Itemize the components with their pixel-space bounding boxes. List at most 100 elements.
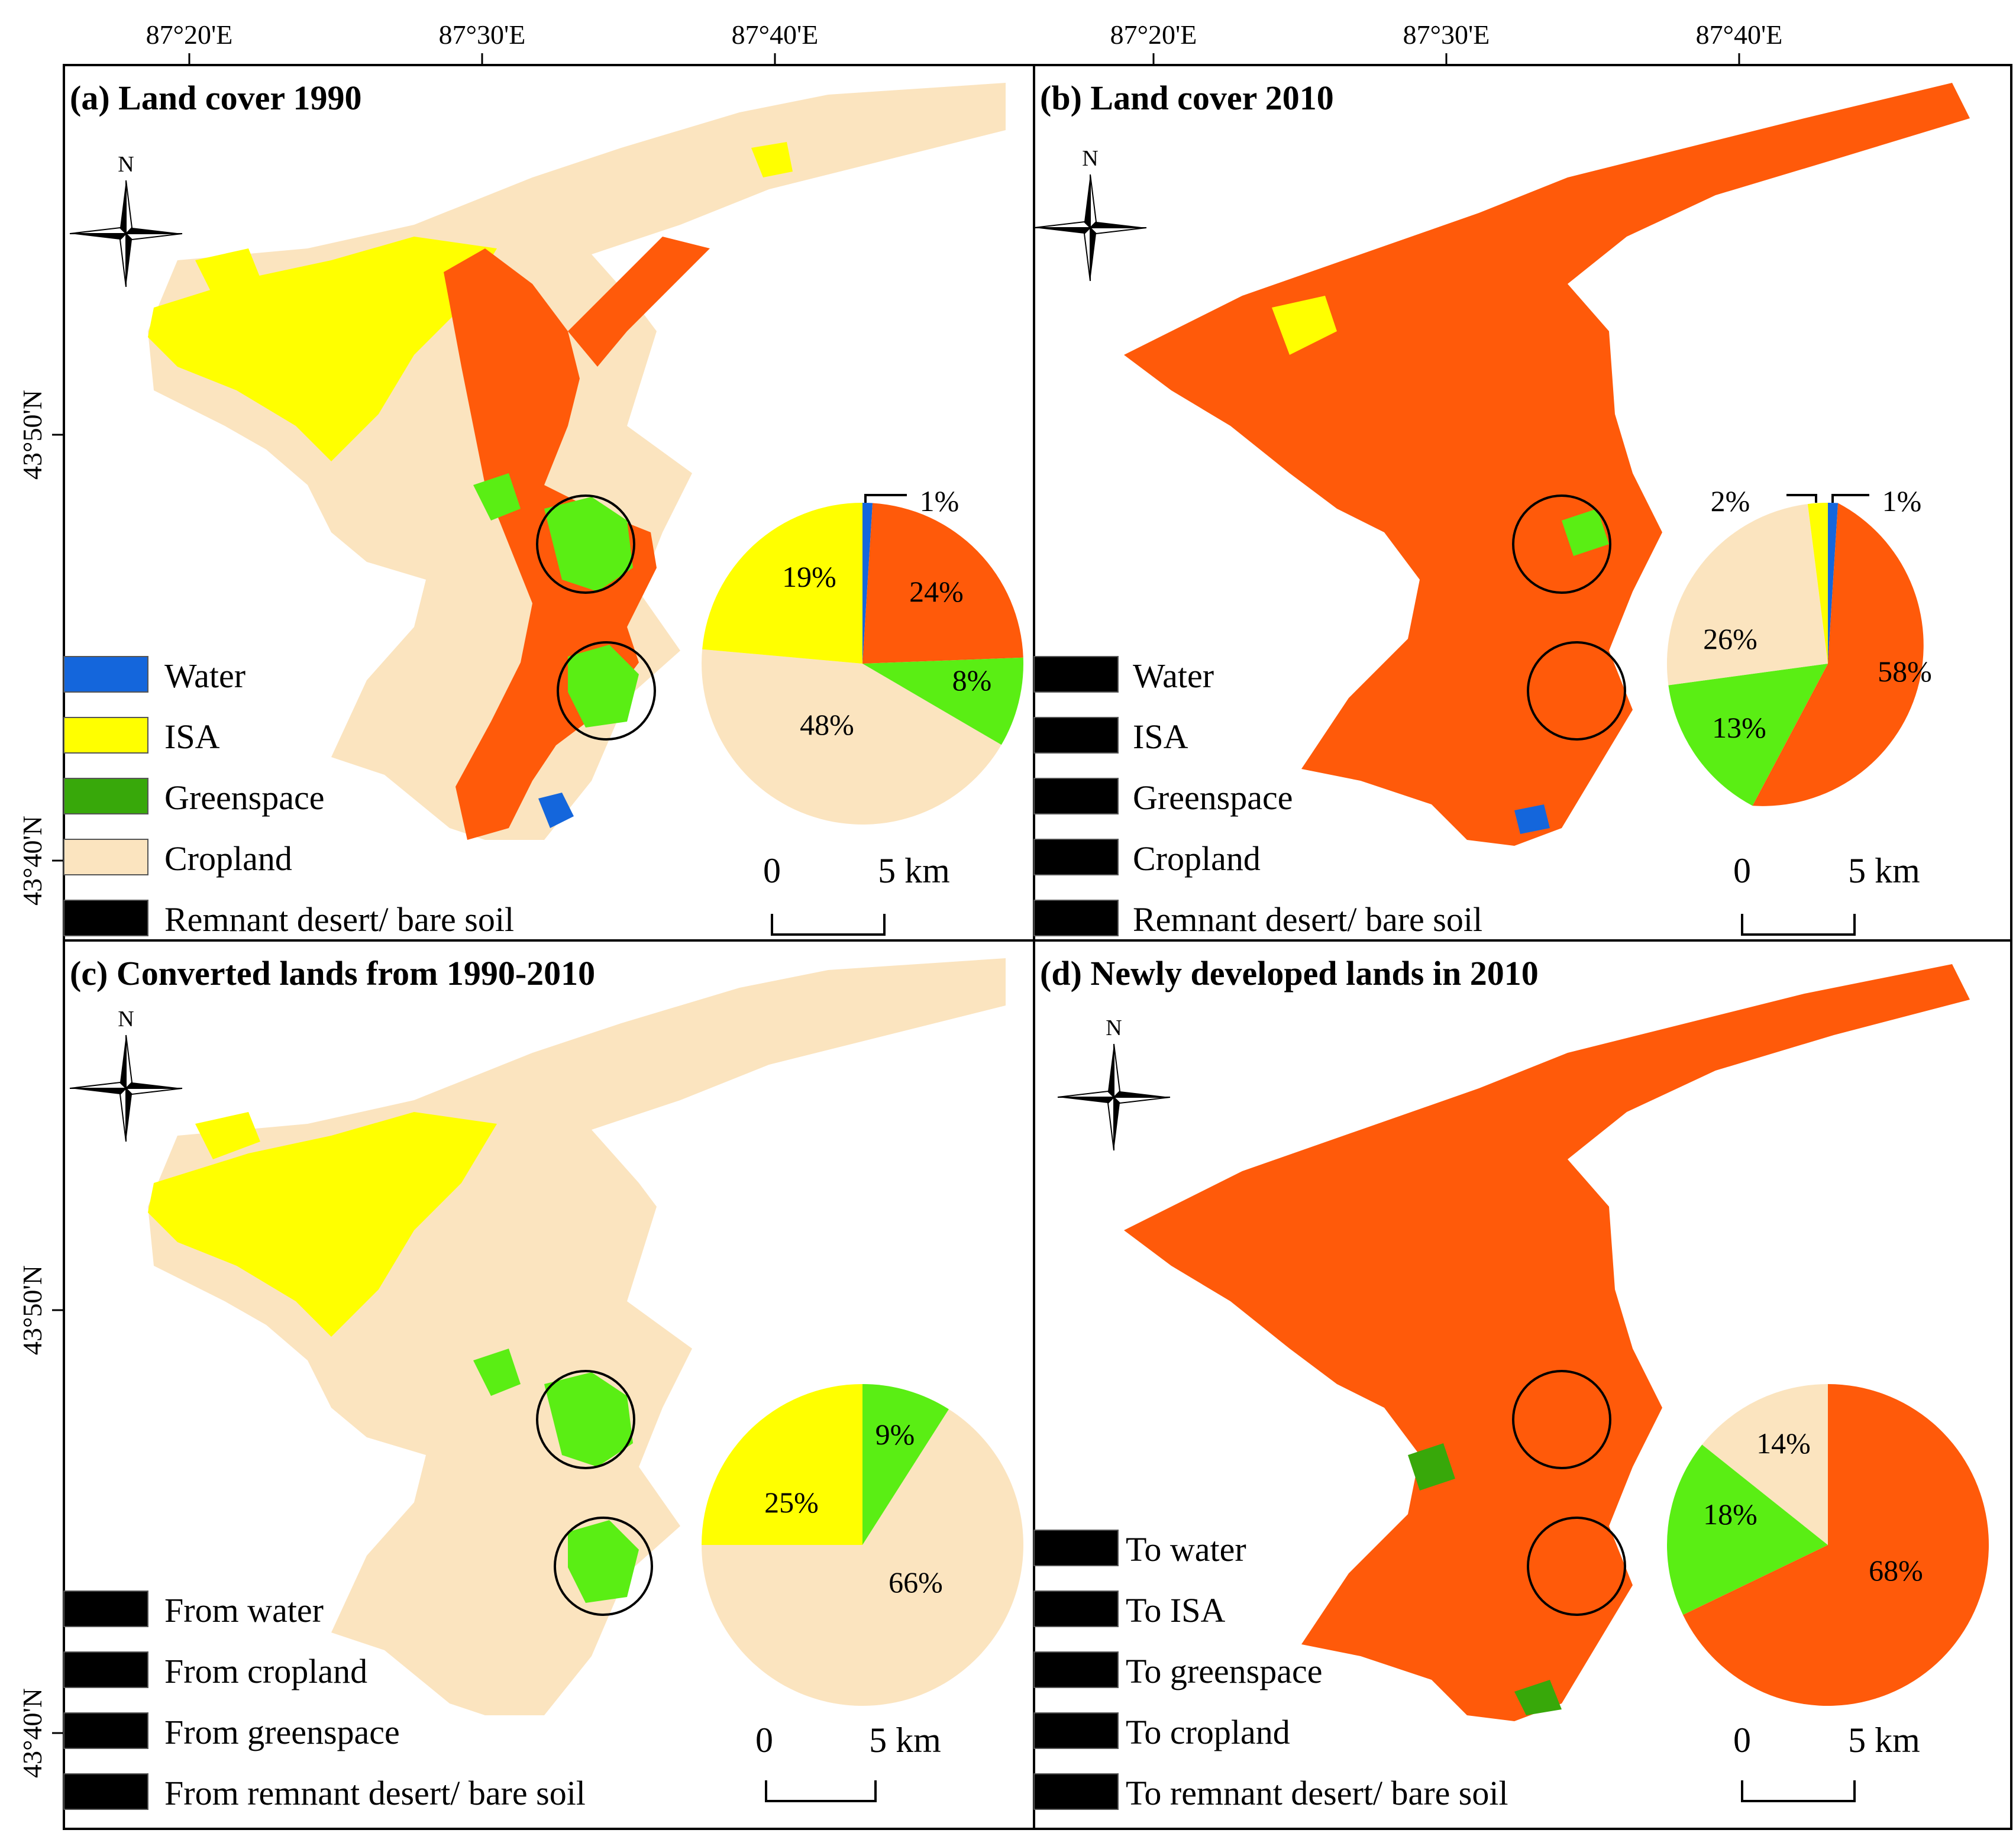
highlight-circle — [557, 641, 656, 741]
pie-label-isa: 58% — [1878, 655, 1932, 688]
lat-label: 43°40'N — [17, 1688, 47, 1778]
legend-label: Greenspace — [1133, 778, 1293, 817]
lat-label: 43°50'N — [17, 390, 47, 480]
pie-slice-cropland — [1807, 502, 1828, 664]
panel-a: (a) Land cover 1990 N — [63, 79, 1023, 939]
map-cropland — [195, 1112, 260, 1159]
pie-slice-desert — [702, 1409, 1023, 1706]
map-greenspace — [1562, 509, 1609, 556]
north-label: N — [1082, 146, 1098, 171]
pie-slice-water — [1828, 502, 1839, 664]
legend-swatch — [1033, 839, 1119, 875]
legend: Water ISA Greenspace Cropland Remnant de… — [63, 656, 514, 939]
map-greenspace — [473, 473, 521, 521]
scale-bar: 0 5 km — [1733, 851, 1920, 936]
scale-bar: 0 5 km — [1733, 1721, 1920, 1802]
legend-label: Cropland — [164, 839, 292, 878]
legend-swatch — [1033, 1773, 1119, 1810]
legend-swatch — [63, 1773, 148, 1810]
pie-chart: 9% 66% 25% — [702, 1384, 1023, 1706]
lat-label: 43°40'N — [17, 816, 47, 906]
lon-label: 87°30'E — [1403, 20, 1490, 50]
north-arrow-icon: N — [1057, 1016, 1171, 1151]
legend-label: To ISA — [1126, 1591, 1225, 1630]
pie-slice-cropland — [702, 503, 862, 664]
pie-label-greenspace: 8% — [952, 664, 992, 697]
panel-title: (c) Converted lands from 1990-2010 — [70, 954, 595, 993]
pie-label-water: 1% — [920, 484, 959, 518]
highlight-circle — [1527, 1517, 1626, 1616]
pie-slice-greenspace — [862, 1384, 949, 1545]
pie-slice-desert — [1666, 504, 1828, 686]
highlight-circle — [554, 1517, 653, 1616]
legend-label: Remnant desert/ bare soil — [164, 900, 514, 939]
pie-chart: 2% 1% 58% 13% 26% — [1666, 484, 1932, 806]
pie-slice-desert — [702, 649, 1001, 825]
north-arrow-icon: N — [69, 152, 183, 287]
highlight-circle — [1527, 641, 1626, 741]
map-isa — [1124, 83, 1970, 846]
scale-five: 5 km — [878, 851, 950, 890]
legend-swatch — [63, 1651, 148, 1688]
legend-label: From water — [164, 1591, 324, 1630]
pie-label-cropland: 19% — [782, 560, 836, 593]
legend-swatch — [63, 656, 148, 693]
legend-label: Remnant desert/ bare soil — [1133, 900, 1482, 939]
pie-chart: 1% 24% 8% 48% 19% — [702, 484, 1023, 825]
legend-swatch — [1033, 1590, 1119, 1627]
legend-swatch — [1033, 778, 1119, 814]
panel-d: (d) Newly developed lands in 2010 N To w… — [1033, 954, 1989, 1812]
scale-zero: 0 — [1733, 1721, 1751, 1760]
pie-label-cropland: 2% — [1711, 484, 1750, 518]
north-label: N — [1106, 1016, 1122, 1040]
pie-label-desert: 48% — [800, 708, 854, 741]
legend-swatch — [63, 900, 148, 936]
highlight-circle — [1512, 1370, 1611, 1469]
legend: To water To ISA To greenspace To croplan… — [1033, 1530, 1508, 1812]
leader-line — [1831, 494, 1869, 503]
legend-swatch — [1033, 717, 1119, 754]
scale-zero: 0 — [1733, 851, 1751, 890]
highlight-circle — [1512, 494, 1611, 594]
pie-chart: 68% 18% 14% — [1666, 1384, 1989, 1706]
pie-label-greenspace: 13% — [1712, 711, 1766, 744]
map-greenspace — [568, 1520, 639, 1603]
pie-label-greenspace: 9% — [875, 1418, 915, 1451]
legend-label: To cropland — [1126, 1713, 1290, 1751]
legend-label: Water — [164, 657, 245, 695]
legend-swatch — [63, 839, 148, 875]
panel-title: (a) Land cover 1990 — [70, 79, 362, 117]
panel-c: (c) Converted lands from 1990-2010 N Fro… — [63, 954, 1023, 1812]
map-water — [538, 793, 574, 828]
legend: From water From cropland From greenspace… — [63, 1590, 586, 1812]
legend-label: From cropland — [164, 1652, 367, 1690]
pie-slice-greenspace — [1666, 1444, 1828, 1615]
pie-slice-desert — [1702, 1384, 1828, 1545]
scale-five: 5 km — [1848, 1721, 1920, 1760]
lat-label: 43°50'N — [17, 1265, 47, 1355]
map-cropland — [148, 237, 497, 461]
north-arrow-icon: N — [69, 1007, 183, 1142]
legend-label: Greenspace — [164, 778, 325, 817]
panel-b: (b) Land cover 2010 N Water ISA Greenspa… — [1033, 79, 1970, 939]
legend-swatch — [63, 717, 148, 754]
map-greenspace — [1408, 1443, 1455, 1491]
scale-bar: 0 5 km — [763, 851, 950, 936]
panel-title: (b) Land cover 2010 — [1040, 79, 1334, 117]
legend-label: ISA — [1133, 717, 1188, 756]
map-cropland — [148, 1112, 497, 1337]
pie-slice-isa — [1752, 503, 1924, 806]
lon-axis-top: 87°20'E 87°30'E 87°40'E 87°20'E 87°30'E … — [146, 20, 1782, 65]
map-greenspace — [544, 497, 633, 591]
legend-swatch — [1033, 900, 1119, 936]
legend-swatch — [63, 1590, 148, 1627]
legend-label: To greenspace — [1126, 1652, 1322, 1690]
leader-line — [1786, 494, 1817, 503]
pie-label-cropland: 25% — [764, 1486, 819, 1519]
map-greenspace — [1514, 1680, 1562, 1715]
north-label: N — [118, 1007, 134, 1032]
scale-five: 5 km — [1848, 851, 1920, 890]
north-arrow-icon: N — [1033, 146, 1147, 282]
legend: Water ISA Greenspace Cropland Remnant de… — [1033, 656, 1482, 939]
urban-map — [1124, 964, 1970, 1721]
